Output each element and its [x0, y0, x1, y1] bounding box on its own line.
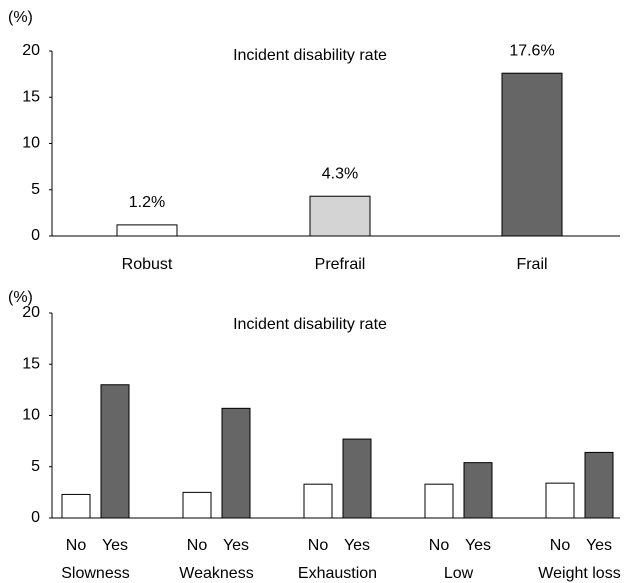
x-tick-label: Weakness	[179, 565, 253, 582]
series-label: Yes	[586, 537, 612, 554]
bar	[309, 195, 371, 237]
bar	[182, 491, 212, 519]
y-tick-label: 20	[22, 304, 40, 321]
chart-title: Incident disability rate	[233, 47, 387, 64]
y-tick-label: 5	[31, 181, 40, 198]
series-label: No	[187, 537, 208, 554]
y-axis-label: (%)	[8, 289, 33, 306]
y-tick-label: 0	[31, 227, 40, 244]
series-label: No	[429, 537, 450, 554]
value-label: 4.3%	[322, 165, 358, 182]
series-label: No	[66, 537, 87, 554]
y-tick-label: 15	[22, 88, 40, 105]
series-label: Yes	[223, 537, 249, 554]
bar	[501, 72, 563, 237]
x-tick-label: Weight loss	[538, 565, 620, 582]
series-label: No	[308, 537, 329, 554]
value-label: 1.2%	[129, 194, 165, 211]
x-tick-label: Prefrail	[315, 256, 366, 273]
bar	[584, 451, 614, 519]
y-tick-label: 10	[22, 407, 40, 424]
bar	[61, 493, 91, 519]
x-tick-label: Frail	[516, 256, 547, 273]
series-label: Yes	[102, 537, 128, 554]
series-label: Yes	[465, 537, 491, 554]
y-tick-label: 0	[31, 509, 40, 526]
y-axis-label: (%)	[8, 9, 33, 26]
bar	[303, 483, 333, 519]
bar	[424, 483, 454, 519]
bar	[221, 407, 251, 519]
y-tick-label: 5	[31, 458, 40, 475]
x-tick-label: Robust	[122, 256, 173, 273]
x-tick-label: Slowness	[61, 565, 129, 582]
bar	[463, 462, 493, 519]
x-tick-label: Exhaustion	[298, 565, 377, 582]
bar	[342, 438, 372, 519]
bar	[545, 482, 575, 519]
y-tick-label: 15	[22, 355, 40, 372]
value-label: 17.6%	[509, 42, 554, 59]
chart-title: Incident disability rate	[233, 316, 387, 333]
y-tick-label: 20	[22, 42, 40, 59]
x-tick-label: Low	[444, 565, 474, 582]
series-label: No	[550, 537, 571, 554]
bar	[116, 224, 178, 237]
series-label: Yes	[344, 537, 370, 554]
bar	[100, 384, 130, 519]
y-tick-label: 10	[22, 135, 40, 152]
